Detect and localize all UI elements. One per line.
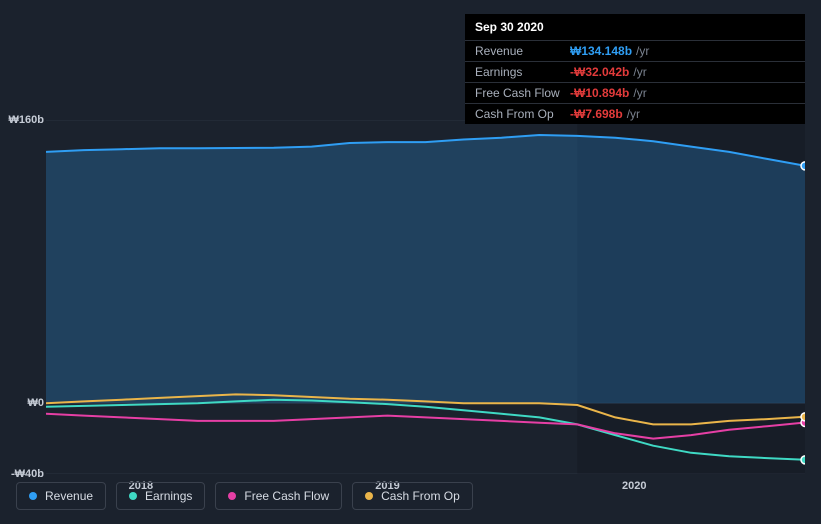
chart-tooltip: Sep 30 2020 Revenue₩134.148b/yrEarnings-… [465, 14, 805, 124]
tooltip-row-unit: /yr [636, 44, 649, 58]
tooltip-row-value: -₩32.042b [570, 65, 629, 79]
legend-dot-icon [365, 492, 373, 500]
chart-plot [46, 120, 805, 474]
tooltip-row-value: -₩10.894b [570, 86, 629, 100]
legend-item-label: Earnings [145, 489, 192, 503]
x-axis-label: 2020 [622, 480, 646, 492]
tooltip-date: Sep 30 2020 [465, 14, 805, 40]
tooltip-row-unit: /yr [627, 107, 640, 121]
legend-item-earnings[interactable]: Earnings [116, 482, 205, 510]
legend-dot-icon [228, 492, 236, 500]
tooltip-row: Earnings-₩32.042b/yr [465, 61, 805, 82]
tooltip-row-label: Free Cash Flow [475, 86, 570, 100]
tooltip-row-label: Revenue [475, 44, 570, 58]
tooltip-row-label: Cash From Op [475, 107, 570, 121]
legend-item-cfo[interactable]: Cash From Op [352, 482, 473, 510]
tooltip-row-value: ₩134.148b [570, 44, 632, 58]
y-axis-label: ₩0 [28, 397, 45, 409]
tooltip-row: Cash From Op-₩7.698b/yr [465, 103, 805, 124]
legend-item-fcf[interactable]: Free Cash Flow [215, 482, 342, 510]
legend-item-label: Cash From Op [381, 489, 460, 503]
tooltip-row-label: Earnings [475, 65, 570, 79]
series-end-marker-revenue [801, 162, 805, 170]
legend-item-label: Revenue [45, 489, 93, 503]
financials-chart: Past ₩160b₩0-₩40b201820192020 [16, 120, 805, 474]
legend-dot-icon [129, 492, 137, 500]
y-axis-label: -₩40b [11, 468, 44, 480]
legend-item-revenue[interactable]: Revenue [16, 482, 106, 510]
tooltip-row-unit: /yr [633, 65, 646, 79]
legend-item-label: Free Cash Flow [244, 489, 329, 503]
legend-dot-icon [29, 492, 37, 500]
y-axis-label: ₩160b [9, 114, 44, 126]
tooltip-row: Free Cash Flow-₩10.894b/yr [465, 82, 805, 103]
chart-legend: Revenue Earnings Free Cash Flow Cash From O… [16, 482, 473, 510]
series-area-revenue [46, 135, 805, 403]
series-end-marker-earnings [801, 456, 805, 464]
tooltip-row-value: -₩7.698b [570, 107, 623, 121]
tooltip-row-unit: /yr [633, 86, 646, 100]
series-end-marker-cfo [801, 413, 805, 421]
tooltip-row: Revenue₩134.148b/yr [465, 40, 805, 61]
